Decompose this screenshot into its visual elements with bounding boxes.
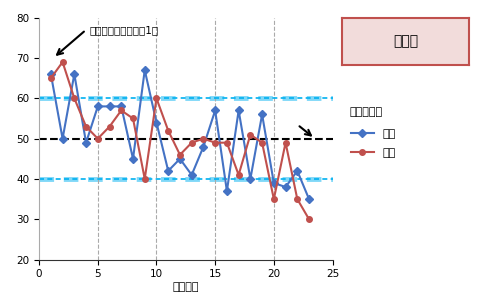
得点: [282, 185, 288, 189]
Text: 徳島ヴォルティス：1位: 徳島ヴォルティス：1位: [89, 25, 159, 35]
得点: [235, 109, 241, 112]
得点: [188, 173, 194, 177]
得点: [71, 72, 77, 76]
X-axis label: （順位）: （順位）: [172, 282, 199, 292]
失点: [165, 129, 171, 132]
得点: [305, 197, 311, 201]
得点: [212, 109, 218, 112]
失点: [212, 141, 218, 145]
失点: [83, 125, 89, 128]
失点: [48, 76, 54, 80]
失点: [247, 133, 253, 136]
得点: [83, 141, 89, 145]
得点: [224, 189, 229, 193]
得点: [118, 105, 124, 108]
得点: [142, 68, 147, 72]
Legend: 得点, 失点: 得点, 失点: [346, 125, 399, 163]
得点: [106, 105, 112, 108]
失点: [118, 109, 124, 112]
Line: 得点: 得点: [48, 67, 311, 202]
得点: [165, 169, 171, 173]
得点: [48, 72, 54, 76]
Line: 失点: 失点: [48, 59, 311, 222]
失点: [177, 153, 183, 157]
失点: [71, 96, 77, 100]
失点: [224, 141, 229, 145]
失点: [270, 197, 276, 201]
失点: [235, 173, 241, 177]
得点: [200, 145, 206, 148]
得点: [130, 157, 136, 160]
得点: [153, 121, 159, 124]
失点: [153, 96, 159, 100]
得点: [177, 157, 183, 160]
得点: [259, 113, 264, 116]
得点: [95, 105, 101, 108]
失点: [259, 141, 264, 145]
失点: [95, 137, 101, 140]
得点: [247, 177, 253, 181]
失点: [60, 60, 65, 64]
失点: [305, 217, 311, 221]
得点: [270, 181, 276, 185]
失点: [130, 117, 136, 120]
失点: [142, 177, 147, 181]
得点: [294, 169, 300, 173]
失点: [200, 137, 206, 140]
失点: [282, 141, 288, 145]
Text: 平均ライン: 平均ライン: [349, 107, 382, 117]
Text: 偏差値: 偏差値: [392, 34, 418, 48]
失点: [294, 197, 300, 201]
失点: [106, 125, 112, 128]
失点: [188, 141, 194, 145]
得点: [60, 137, 65, 140]
